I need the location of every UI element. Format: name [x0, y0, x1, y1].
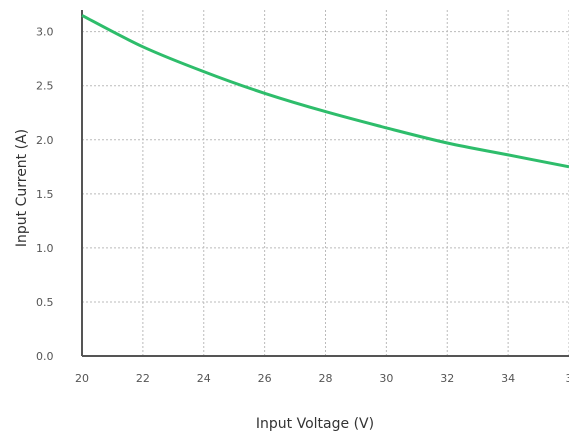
x-tick-label: 20: [75, 372, 89, 385]
y-axis-title: Input Current (A): [14, 129, 30, 247]
x-tick-label: 3: [566, 372, 569, 385]
x-tick-label: 22: [136, 372, 150, 385]
y-tick-label: 1.0: [36, 242, 54, 255]
x-axis-title: Input Voltage (V): [256, 416, 374, 432]
y-tick-label: 2.5: [36, 80, 54, 93]
y-tick-label: 1.5: [36, 188, 54, 201]
series-line: [81, 14, 569, 169]
y-tick-label: 0.0: [36, 350, 54, 363]
x-tick-label: 30: [379, 372, 393, 385]
x-tick-label: 26: [258, 372, 272, 385]
x-tick-label: 24: [197, 372, 211, 385]
axes: [81, 10, 569, 357]
y-tick-label: 2.0: [36, 134, 54, 147]
x-tick-label: 32: [440, 372, 454, 385]
y-tick-label: 3.0: [36, 26, 54, 39]
x-tick-label: 34: [501, 372, 515, 385]
series: [81, 14, 569, 169]
y-tick-label: 0.5: [36, 296, 54, 309]
x-tick-label: 28: [319, 372, 333, 385]
tick-labels: 0.0 0.5 1.0 1.5 2.0 2.5 3.0 20 22 24 26 28 30 32 34 3: [36, 26, 569, 385]
grid: [82, 10, 569, 356]
